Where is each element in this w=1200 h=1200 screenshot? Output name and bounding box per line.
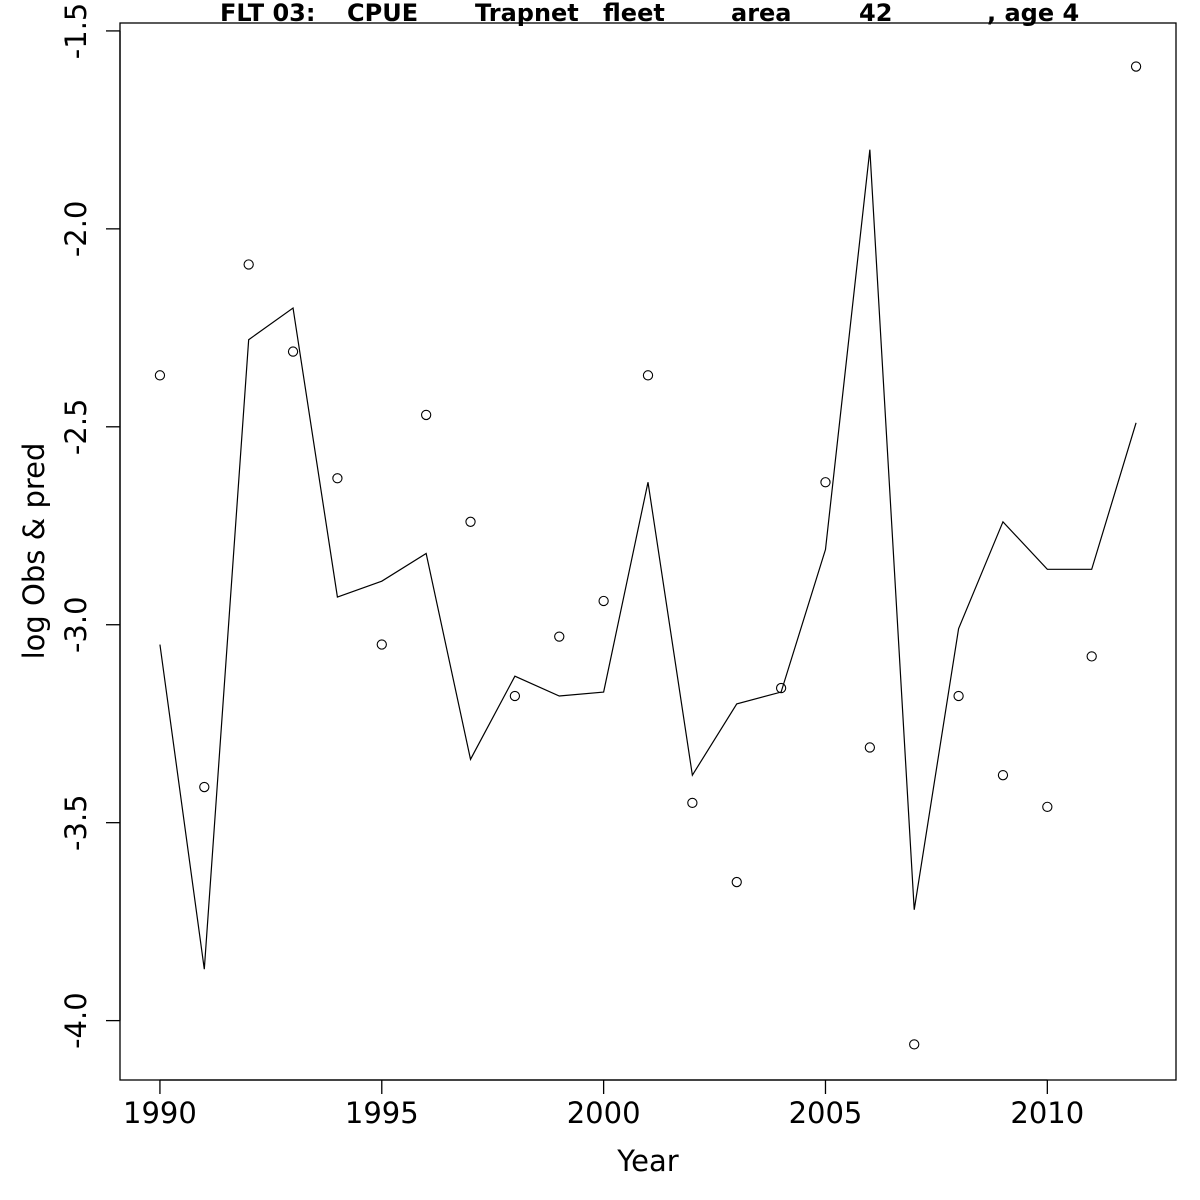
y-axis-label: log Obs & pred — [17, 443, 51, 660]
x-tick-label: 1995 — [345, 1096, 419, 1130]
observed-point — [421, 409, 432, 421]
observed-point — [864, 742, 875, 753]
y-axis: -4.0 -3.5 -3.0 -2.5 -2.0 -1.5 — [59, 3, 121, 1049]
observed-point — [509, 690, 521, 702]
observed-point — [1042, 801, 1053, 812]
y-tick-label: -3.5 — [59, 794, 93, 851]
title-part: CPUE — [347, 0, 418, 27]
observed-point — [820, 477, 831, 488]
series-layer — [154, 61, 1142, 1050]
y-tick-label: -4.0 — [59, 992, 93, 1049]
observed-point — [465, 516, 476, 527]
title-part: FLT 03: — [220, 0, 315, 27]
x-axis-label: Year — [616, 1144, 678, 1178]
observed-point — [243, 259, 254, 270]
x-tick-label: 2010 — [1010, 1096, 1084, 1130]
observed-point — [909, 1039, 920, 1050]
observed-point — [1130, 61, 1142, 72]
x-tick-label: 2000 — [567, 1096, 641, 1130]
observed-point — [953, 690, 964, 702]
y-tick-label: -2.5 — [59, 399, 93, 456]
observed-point — [687, 797, 698, 809]
title-part: 42 — [859, 0, 892, 27]
observed-point — [642, 370, 654, 381]
y-tick-label: -2.0 — [59, 201, 93, 258]
y-tick-label: -1.5 — [59, 3, 93, 60]
observed-point — [154, 370, 166, 381]
title-part: area — [731, 0, 792, 27]
observed-point — [554, 631, 565, 642]
y-tick-label: -3.0 — [59, 596, 93, 653]
title-part: Trapnet — [475, 0, 579, 27]
chart-title: FLT 03: CPUE Trapnet fleet area 42 , age… — [220, 0, 1079, 27]
observed-point — [1086, 651, 1097, 662]
observed-point — [775, 682, 787, 694]
observed-point — [332, 473, 343, 484]
predicted-line — [159, 149, 1137, 970]
observed-point — [376, 639, 387, 650]
observed-point — [731, 876, 742, 888]
observed-point — [199, 781, 210, 793]
x-axis: 1990 1995 2000 2005 2010 — [123, 1079, 1084, 1130]
title-part: fleet — [603, 0, 665, 27]
observed-point — [287, 346, 299, 357]
x-tick-label: 1990 — [123, 1096, 197, 1130]
observed-point — [598, 595, 609, 607]
title-part: , age 4 — [987, 0, 1079, 27]
plot-frame — [119, 22, 1177, 1081]
x-tick-label: 2005 — [789, 1096, 863, 1130]
observed-point — [997, 770, 1009, 781]
